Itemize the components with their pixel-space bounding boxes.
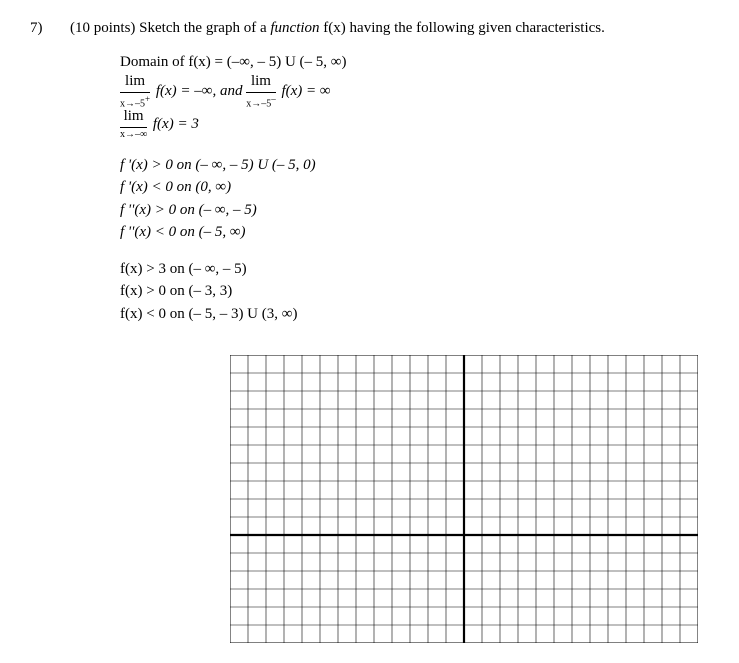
lim-word: lim [120,109,147,128]
prompt: (10 points) Sketch the graph of a functi… [70,20,709,37]
question-number: 7) [30,20,70,37]
lim-1: lim x→–5+ [120,74,150,109]
g2-l3: f ''(x) > 0 on (– ∞, – 5) [120,199,709,222]
conditions-group-3: f(x) > 3 on (– ∞, – 5) f(x) > 0 on (– 3,… [120,258,709,326]
lim-1-sub: x→–5+ [120,93,150,109]
lim-1-body: f(x) = –∞, and [156,83,246,99]
lim-word: lim [120,74,150,93]
graph-grid [230,355,709,643]
g2-l4: f ''(x) < 0 on (– 5, ∞) [120,221,709,244]
conditions-group-2: f '(x) > 0 on (– ∞, – 5) U (– 5, 0) f '(… [120,154,709,244]
g2-l1: f '(x) > 0 on (– ∞, – 5) U (– 5, 0) [120,154,709,177]
lim-3-sub: x→–∞ [120,128,147,140]
prompt-italic: function [270,20,319,36]
g3-l1: f(x) > 3 on (– ∞, – 5) [120,258,709,281]
lim-word: lim [246,74,276,93]
domain-line: Domain of f(x) = (–∞, – 5) U (– 5, ∞) [120,51,709,74]
lim-2-body: f(x) = ∞ [281,83,330,99]
limit-line-2: lim x→–∞ f(x) = 3 [120,109,709,140]
prompt-suffix: f(x) having the following given characte… [320,20,605,36]
conditions-group-1: Domain of f(x) = (–∞, – 5) U (– 5, ∞) li… [120,51,709,140]
lim-2: lim x→–5– [246,74,276,109]
prompt-prefix: (10 points) Sketch the graph of a [70,20,270,36]
g2-l2: f '(x) < 0 on (0, ∞) [120,176,709,199]
g3-l2: f(x) > 0 on (– 3, 3) [120,280,709,303]
grid-svg [230,355,698,643]
lim-3: lim x→–∞ [120,109,147,140]
lim-2-sub: x→–5– [246,93,276,109]
limit-line-1: lim x→–5+ f(x) = –∞, and lim x→–5– f(x) … [120,74,709,109]
g3-l3: f(x) < 0 on (– 5, – 3) U (3, ∞) [120,303,709,326]
lim-3-body: f(x) = 3 [153,116,199,132]
